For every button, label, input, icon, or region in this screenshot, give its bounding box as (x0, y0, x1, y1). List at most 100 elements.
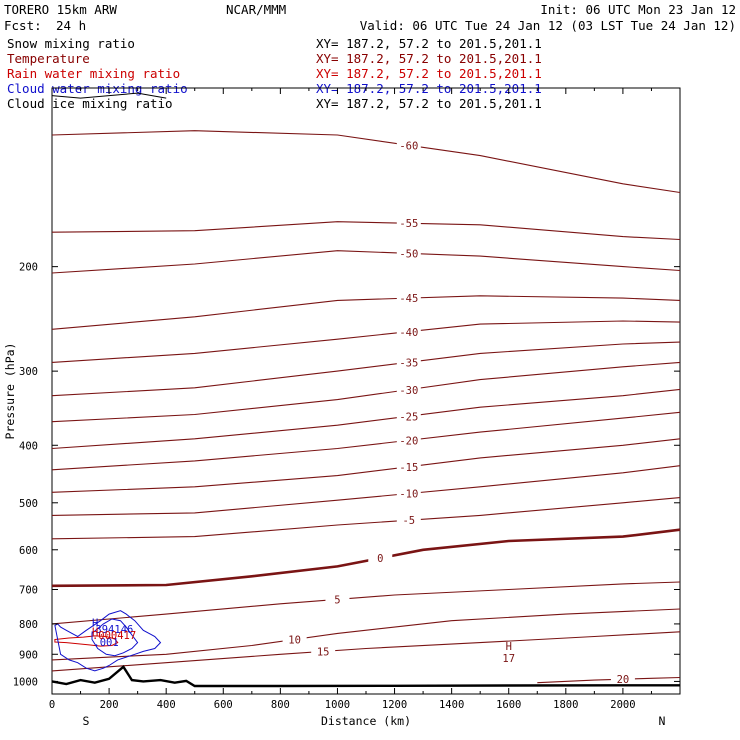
isotherm-line (51, 295, 681, 330)
isotherm-label: -30 (399, 385, 418, 397)
isotherm-label: -60 (399, 141, 418, 153)
x-tick-label: 1000 (325, 699, 350, 711)
isotherm-label: -35 (399, 357, 418, 369)
cloud-water-label: .394146 (89, 624, 133, 636)
y-tick-label: 300 (19, 366, 38, 378)
y-tick-label: 500 (19, 498, 38, 510)
isotherm-line (51, 438, 681, 493)
x-tick-label: 2000 (610, 699, 635, 711)
isotherm-label: -5 (402, 515, 415, 527)
forecast-hour: 24 h (56, 18, 86, 33)
isotherm-line (537, 676, 681, 684)
data-source: NCAR/MMM (226, 2, 286, 17)
isotherm-label: 20 (617, 674, 630, 686)
isotherm-label-bg (396, 513, 421, 526)
x-tick-label: 1600 (496, 699, 521, 711)
rain-water-contour (54, 635, 119, 647)
plot-area: -60-55-50-45-40-35-30-25-20-15-10-505101… (51, 92, 681, 688)
isotherm-label-bg (396, 433, 421, 446)
y-tick-label: 200 (19, 262, 38, 274)
extremum-value: 17 (502, 653, 515, 665)
isotherm-line (51, 581, 681, 625)
isotherm-label: 0 (377, 553, 383, 565)
cloud-water-label: H (92, 617, 98, 629)
isotherm-line (51, 320, 681, 363)
isotherm-label: 10 (288, 635, 301, 647)
isotherm-label-bg (368, 551, 393, 564)
legend-field-name: Temperature (7, 51, 90, 66)
y-tick-label: 1000 (13, 676, 38, 688)
isotherm-label: 15 (317, 646, 330, 658)
isotherm-line (51, 388, 681, 450)
isotherm-label-bg (396, 486, 421, 499)
isotherm-label-bg (396, 459, 421, 472)
north-endpoint-label: N (659, 714, 666, 728)
isotherm-label-bg (396, 291, 421, 304)
isotherm-label-bg (325, 592, 350, 605)
isotherm-line (51, 250, 681, 274)
rain-water-label: H (92, 626, 98, 638)
legend-field-xy: XY= 187.2, 57.2 to 201.5,201.1 (316, 51, 542, 66)
y-tick-label: 700 (19, 585, 38, 597)
y-tick-label: 900 (19, 649, 38, 661)
field-legend: Snow mixing ratio XY= 187.2, 57.2 to 201.… (7, 36, 542, 111)
south-endpoint-label: S (83, 714, 90, 728)
isotherm-label: -40 (399, 327, 418, 339)
isotherm-line (51, 465, 681, 516)
isotherm-line (51, 528, 681, 588)
isotherm-label-bg (396, 382, 421, 395)
x-tick-label: 1400 (439, 699, 464, 711)
isotherm-label: 5 (334, 594, 340, 606)
valid-time: Valid: 06 UTC Tue 24 Jan 12 (03 LST Tue … (360, 18, 736, 33)
isotherm-label: -50 (399, 248, 418, 260)
y-tick-label: 800 (19, 619, 38, 631)
x-tick-label: 800 (271, 699, 290, 711)
rain-water-label: .000417 (92, 630, 136, 642)
isotherm-label-bg (396, 216, 421, 229)
forecast-label: Fcst: (4, 18, 42, 33)
isotherm-label-bg (396, 246, 421, 259)
x-axis-title: Distance (km) (321, 714, 411, 728)
legend-field-xy: XY= 187.2, 57.2 to 201.5,201.1 (316, 66, 542, 81)
cloud-water-contour (91, 618, 139, 657)
isotherm-line (51, 341, 681, 397)
isotherm-line (51, 608, 681, 661)
isotherm-label-bg (396, 355, 421, 368)
x-tick-label: 200 (100, 699, 119, 711)
isotherm-label-bg (282, 632, 307, 645)
legend-field-name: Rain water mixing ratio (7, 66, 180, 81)
isotherm-line (51, 631, 681, 672)
snow-contour (51, 92, 167, 99)
x-axis: 0 200 400 600 800 1000 1200 1400 1600 1800 2000 (49, 88, 652, 711)
isotherm-label: -45 (399, 293, 418, 305)
x-tick-label: 400 (157, 699, 176, 711)
init-time: Init: 06 UTC Mon 23 Jan 12 (540, 2, 736, 17)
isotherm-label-bg (396, 409, 421, 422)
y-tick-label: 600 (19, 545, 38, 557)
isotherm-line (51, 411, 681, 471)
isotherm-line (51, 130, 681, 194)
isotherm-label-bg (396, 324, 421, 337)
x-tick-label: 0 (49, 699, 55, 711)
x-tick-label: 1200 (382, 699, 407, 711)
legend-field-name: Snow mixing ratio (7, 36, 135, 51)
extremum-marker: H (506, 641, 512, 653)
isotherm-label: -25 (399, 411, 418, 423)
isotherm-line (51, 221, 681, 241)
isotherm-label: -55 (399, 218, 418, 230)
isotherm-label-bg (610, 672, 635, 685)
y-tick-label: 400 (19, 440, 38, 452)
isotherm-label-bg (396, 138, 421, 151)
y-axis-title: Pressure (hPa) (3, 343, 17, 440)
isotherm-line (51, 361, 681, 423)
isotherm-line (51, 497, 681, 540)
legend-field-name: Cloud ice mixing ratio (7, 96, 173, 111)
x-tick-label: 1800 (553, 699, 578, 711)
cloud-water-contour (54, 610, 162, 672)
isotherm-label: -15 (399, 462, 418, 474)
model-name: TORERO 15km ARW (4, 2, 117, 17)
legend-field-xy: XY= 187.2, 57.2 to 201.5,201.1 (316, 36, 542, 51)
terrain-line (51, 665, 680, 688)
